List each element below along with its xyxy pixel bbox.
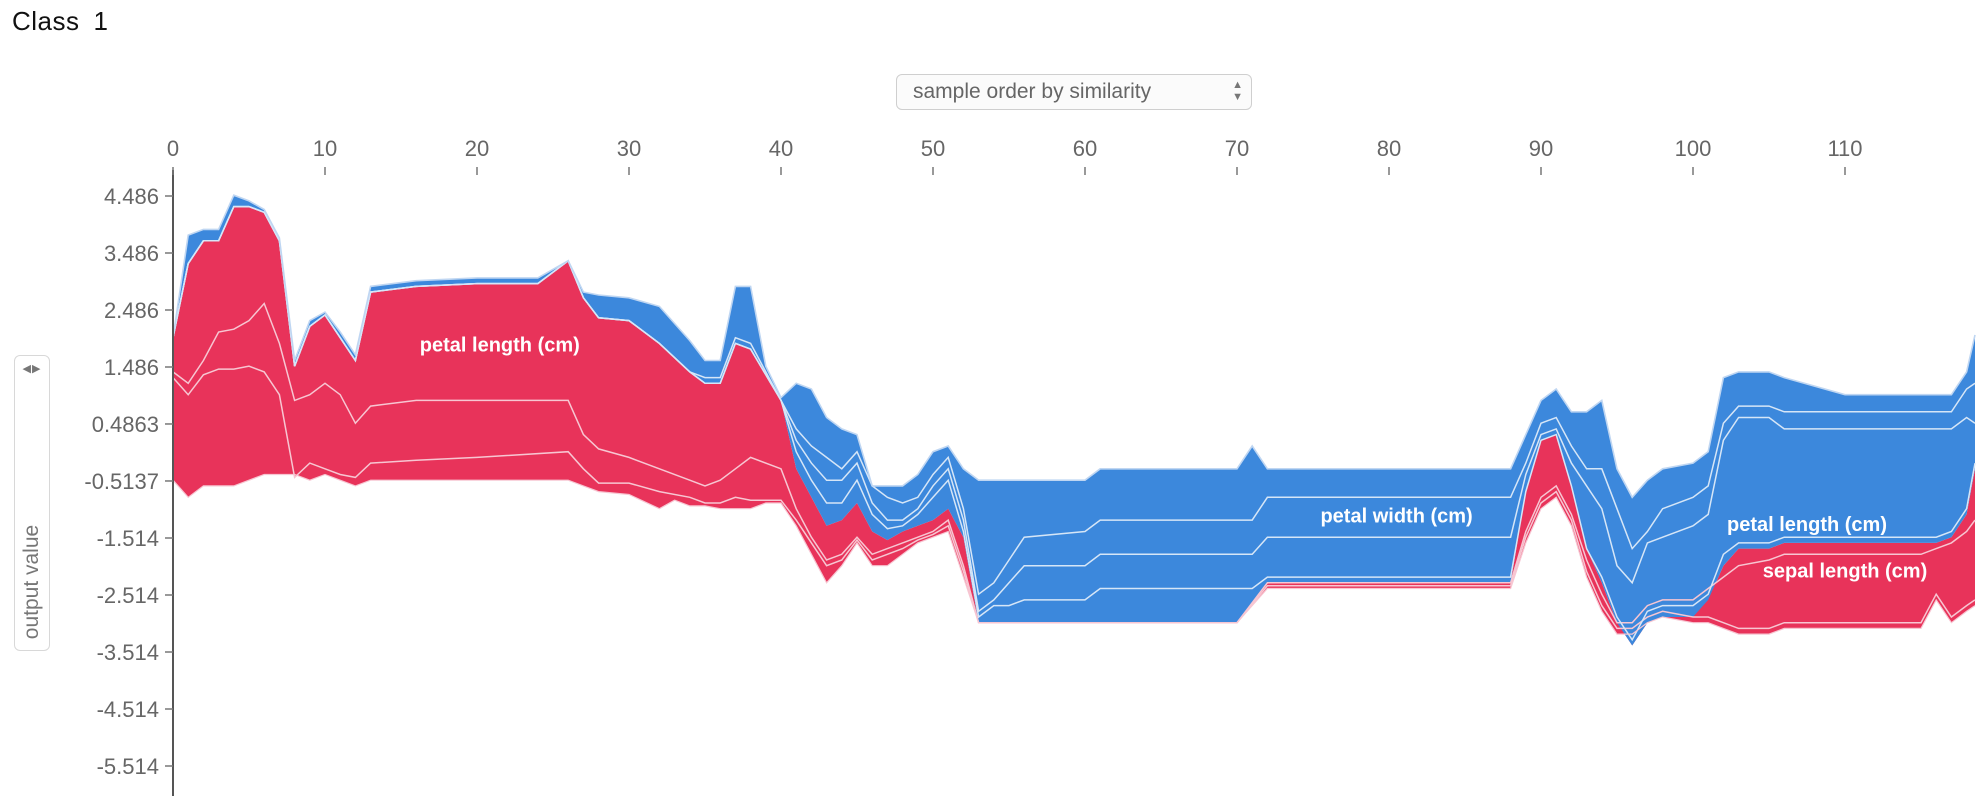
y-tick-label: 4.486 — [104, 184, 159, 209]
select-updown-icon: ▲ ▼ — [1232, 79, 1243, 103]
positive-divider-2 — [172, 302, 1976, 624]
x-tick-label: 60 — [1073, 136, 1097, 161]
x-tick-label: 80 — [1377, 136, 1401, 161]
x-tick-label: 40 — [769, 136, 793, 161]
upper-outline — [172, 194, 1976, 499]
class-value: 1 — [93, 6, 109, 36]
x-tick-label: 110 — [1827, 136, 1862, 161]
x-tick-label: 50 — [921, 136, 945, 161]
x-tick-label: 30 — [617, 136, 641, 161]
feature-label: petal width (cm) — [1320, 506, 1472, 528]
feature-label: petal length (cm) — [420, 335, 580, 357]
y-tick-label: -1.514 — [97, 526, 159, 551]
y-tick-label: 0.4863 — [92, 412, 159, 437]
areas-layer — [173, 195, 1975, 646]
y-tick-label: 1.486 — [104, 355, 159, 380]
y-tick-label: -2.514 — [97, 583, 159, 608]
positive-band-2 — [173, 303, 1975, 629]
y-tick-label: -5.514 — [97, 754, 159, 779]
y-tick-label: -3.514 — [97, 640, 159, 665]
x-tick-label: 20 — [465, 136, 489, 161]
class-label: Class — [12, 6, 80, 36]
x-tick-label: 100 — [1675, 136, 1712, 161]
x-tick-label: 70 — [1225, 136, 1249, 161]
negative-band-4 — [173, 195, 1975, 595]
feature-label: petal length (cm) — [1727, 514, 1887, 536]
y-tick-label: -0.5137 — [84, 469, 159, 494]
x-tick-label: 10 — [313, 136, 337, 161]
sample-order-select[interactable]: sample order by similarity ▲ ▼ — [896, 74, 1252, 110]
lower-outline — [172, 473, 1976, 635]
y-tick-label: 2.486 — [104, 298, 159, 323]
axes-layer: 0 10 20 30 40 50 60 70 80 90 100 110 4.486 3.486 2.486… — [84, 136, 1863, 796]
y-tick-label: 3.486 — [104, 241, 159, 266]
feature-label: sepal length (cm) — [1763, 560, 1927, 582]
sample-order-value: sample order by similarity — [913, 80, 1152, 103]
left-right-arrows-icon: ◀▶ — [22, 363, 42, 375]
labels-layer: petal length (cm) petal width (cm) petal l… — [420, 335, 1927, 583]
y-tick-label: -4.514 — [97, 697, 159, 722]
dividers-layer — [172, 194, 1976, 642]
negative-divider-3 — [172, 205, 1976, 596]
class-title: Class 1 — [12, 6, 108, 37]
positive-divider-1 — [172, 365, 1976, 630]
x-tick-label: 90 — [1529, 136, 1553, 161]
x-tick-label: 0 — [167, 136, 179, 161]
y-axis-select[interactable]: ◀▶ output value — [14, 355, 50, 651]
